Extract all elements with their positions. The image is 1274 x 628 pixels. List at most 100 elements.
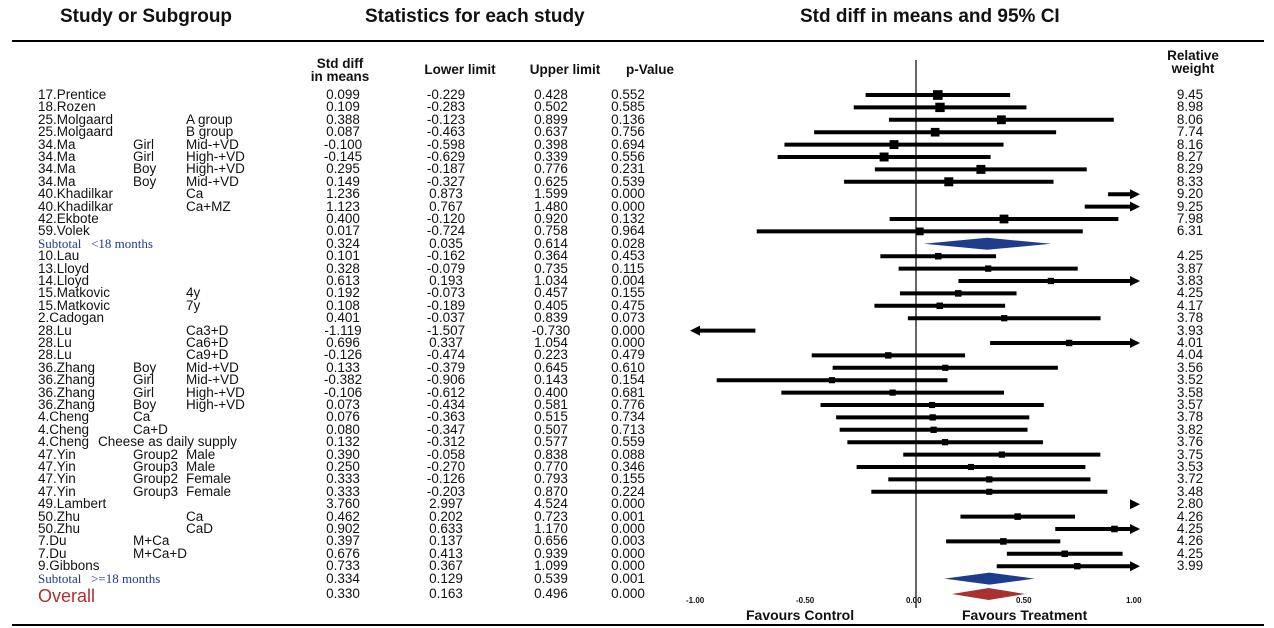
upper-limit-value: 0.400 xyxy=(534,384,568,400)
p-value: 0.346 xyxy=(611,459,645,474)
ci-arrow-right xyxy=(1130,338,1140,348)
p-value: 0.453 xyxy=(611,248,645,264)
effect-marker xyxy=(934,252,942,260)
smd-value: -1.119 xyxy=(324,322,362,338)
smd-value: 0.149 xyxy=(326,173,360,189)
relative-weight: 8.98 xyxy=(1176,99,1204,115)
p-value: 0.231 xyxy=(611,161,645,177)
ci-arrow-right xyxy=(1130,561,1140,572)
study-condition: Mid-+VD xyxy=(186,359,239,375)
smd-value: 0.462 xyxy=(326,508,360,524)
smd-value: 0.696 xyxy=(326,335,360,350)
smd-value: -0.100 xyxy=(323,136,363,152)
p-value: 0.000 xyxy=(611,521,645,536)
upper-limit-value: 1.480 xyxy=(534,198,568,214)
p-value: 0.154 xyxy=(611,372,645,388)
table-row: 36.Zhang Girl Mid-+VD -0.382 -0.906 0.143 0.15… xyxy=(0,372,1274,388)
subtotal-diamond xyxy=(944,572,1035,585)
effect-marker xyxy=(936,302,944,310)
lower-limit-value: 0.137 xyxy=(429,533,463,549)
smd-value: -0.126 xyxy=(323,347,363,363)
study-name: 34.Ma xyxy=(38,173,76,189)
p-value: 0.694 xyxy=(611,136,645,152)
overall-diamond xyxy=(951,588,1026,600)
header-plot: Std diff in means and 95% CI xyxy=(800,6,1060,27)
table-row: 25.Molgaard B group 0.087 -0.463 0.637 0.756 7… xyxy=(0,124,1274,140)
effect-marker xyxy=(976,164,986,174)
smd-value: 0.017 xyxy=(326,223,360,239)
upper-limit-value: 0.539 xyxy=(534,570,568,586)
p-value: 0.000 xyxy=(611,335,645,350)
relative-weight: 3.78 xyxy=(1176,409,1204,425)
smd-value: 0.192 xyxy=(326,285,360,301)
relative-weight: 8.06 xyxy=(1176,111,1204,127)
upper-limit-value: 0.899 xyxy=(534,111,568,127)
effect-marker xyxy=(984,265,992,272)
p-value: 0.964 xyxy=(611,223,645,239)
p-value: 0.088 xyxy=(611,446,645,462)
study-name: 13.Lloyd xyxy=(38,260,90,276)
relative-weight: 4.26 xyxy=(1176,533,1204,549)
upper-limit-value: 0.645 xyxy=(534,359,568,375)
relative-weight: 9.20 xyxy=(1176,186,1204,202)
study-name: 2.Cadogan xyxy=(38,310,105,326)
table-row: 7.Du M+Ca+D 0.676 0.413 0.939 0.000 4.25 xyxy=(0,547,1274,561)
smd-value: -0.145 xyxy=(323,149,363,164)
x-tick-label: 0.00 xyxy=(906,596,922,605)
smd-value: 0.099 xyxy=(326,87,360,102)
ci-arrow-right xyxy=(1130,201,1140,212)
effect-marker xyxy=(930,127,940,137)
p-value: 0.556 xyxy=(611,149,645,164)
study-condition: Male xyxy=(186,446,216,462)
study-name: 42.Ekbote xyxy=(38,211,99,226)
lower-limit-value: -0.312 xyxy=(426,434,466,450)
study-subgroup: Girl xyxy=(133,372,154,388)
relative-weight: 4.26 xyxy=(1176,508,1204,524)
effect-marker xyxy=(915,227,924,236)
lower-limit-value: -0.463 xyxy=(426,124,466,140)
relative-weight: 4.01 xyxy=(1176,335,1204,350)
study-name: 47.Yin xyxy=(38,459,76,474)
study-subgroup: Ca xyxy=(133,409,151,425)
relative-weight: 6.31 xyxy=(1176,223,1204,239)
effect-marker xyxy=(1047,277,1055,285)
table-row: 34.Ma Girl Mid-+VD -0.100 -0.598 0.398 0.694 8.… xyxy=(0,136,1274,152)
upper-limit-value: 0.839 xyxy=(534,310,568,326)
lower-limit-value: -0.058 xyxy=(426,446,466,462)
study-subgroup: Girl xyxy=(133,149,154,164)
lower-limit-value: -0.612 xyxy=(426,384,466,400)
upper-limit-value: 0.577 xyxy=(534,434,568,450)
table-row: 7.Du M+Ca 0.397 0.137 0.656 0.003 4.26 xyxy=(0,533,1274,549)
lower-limit-value: 0.129 xyxy=(429,570,463,586)
study-condition: Ca xyxy=(186,186,204,202)
p-value: 0.001 xyxy=(611,570,645,586)
table-row: 9.Gibbons 0.733 0.367 1.099 0.000 3.99 xyxy=(0,559,1274,573)
upper-limit-value: 0.457 xyxy=(534,285,568,301)
study-condition: B group xyxy=(186,124,234,140)
study-subgroup: Group2 xyxy=(133,471,179,487)
study-subgroup: Girl xyxy=(133,136,154,152)
smd-value: 0.132 xyxy=(326,434,360,450)
study-condition: Ca xyxy=(186,508,204,524)
p-value: 0.000 xyxy=(611,198,645,214)
effect-marker xyxy=(1074,563,1081,570)
upper-limit-value: 0.507 xyxy=(534,421,568,437)
upper-limit-value: 0.758 xyxy=(534,223,568,239)
effect-marker xyxy=(998,451,1005,458)
table-row: 47.Yin Group3 Male 0.250 -0.270 0.770 0.346 3.5… xyxy=(0,459,1274,474)
table-row: 2.Cadogan 0.401 -0.037 0.839 0.073 3.78 xyxy=(0,310,1274,326)
upper-limit-value: 0.428 xyxy=(534,87,568,102)
study-name: 36.Zhang xyxy=(38,384,96,400)
lower-limit-value: -0.203 xyxy=(426,483,466,499)
study-name: 15.Matkovic xyxy=(38,297,111,313)
p-value: 0.681 xyxy=(611,384,645,400)
lower-limit-value: -0.724 xyxy=(426,223,466,239)
col-lower: Lower limit xyxy=(424,62,496,77)
study-condition: Mid-+VD xyxy=(186,372,239,388)
upper-limit-value: 0.723 xyxy=(534,508,568,524)
relative-weight: 3.76 xyxy=(1176,434,1204,450)
study-condition: 4y xyxy=(186,285,201,301)
table-row: 59.Volek 0.017 -0.724 0.758 0.964 6.31 xyxy=(0,223,1274,239)
relative-weight: 8.27 xyxy=(1176,149,1204,164)
lower-limit-value: 0.193 xyxy=(429,273,463,288)
